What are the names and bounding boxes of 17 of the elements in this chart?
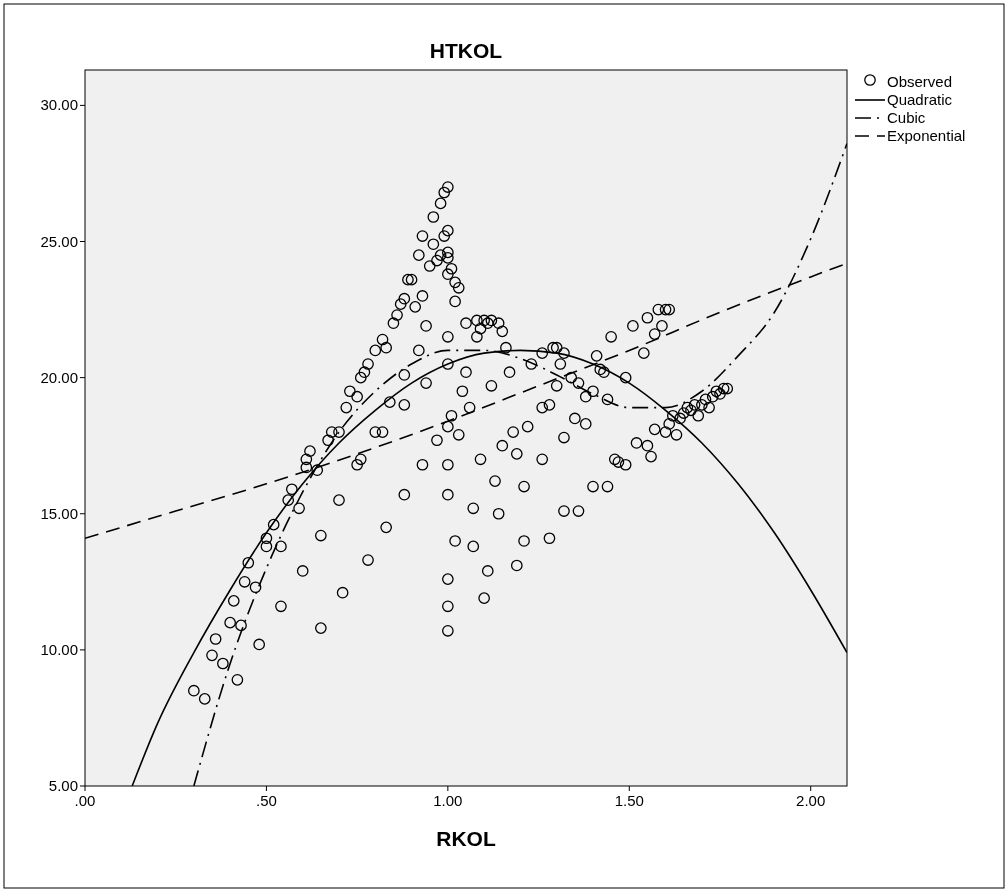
y-tick-label: 5.00: [48, 777, 78, 794]
y-tick-label: 20.00: [40, 368, 78, 386]
chart-title: HTKOL: [429, 39, 503, 62]
x-tick-label: .00: [74, 792, 96, 809]
y-tick-label: 15.00: [40, 504, 78, 522]
x-axis-title: RKOL: [436, 827, 496, 850]
x-tick-label: 1.00: [433, 792, 463, 809]
y-tick-label: 25.00: [40, 232, 78, 250]
y-tick-label: 10.00: [40, 640, 78, 658]
x-tick-label: 1.50: [614, 792, 644, 809]
legend-label: Quadratic: [887, 91, 953, 108]
legend-label: Cubic: [887, 109, 926, 126]
legend-label: Exponential: [887, 127, 966, 144]
x-tick-label: 2.00: [796, 792, 826, 809]
y-tick-label: 30.00: [40, 96, 78, 114]
x-tick-label: .50: [256, 792, 277, 809]
legend-label: Observed: [887, 73, 953, 90]
